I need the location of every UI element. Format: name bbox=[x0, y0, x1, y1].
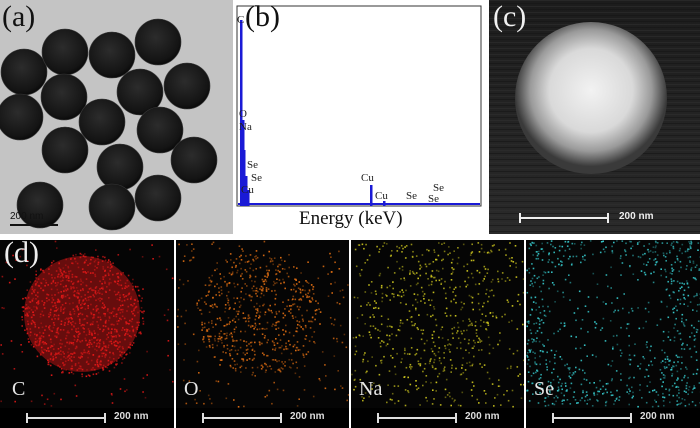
scale-tick bbox=[26, 413, 28, 423]
peak-label-se: Se bbox=[428, 193, 439, 205]
spectrum-peak bbox=[247, 190, 250, 206]
scale-label: 200 nm bbox=[290, 411, 325, 422]
tem-sphere bbox=[170, 136, 218, 184]
spectrum-peak bbox=[370, 185, 373, 206]
scale-tick-c-right bbox=[607, 213, 609, 223]
eds-map-na: Na 200 nm bbox=[351, 240, 524, 428]
panel-label-a: (a) bbox=[2, 0, 36, 33]
scale-tick bbox=[455, 413, 457, 423]
tem-sphere bbox=[40, 73, 88, 121]
eds-map-c: C 200 nm bbox=[0, 240, 174, 428]
scale-bar-a bbox=[10, 224, 58, 226]
spectrum-peak bbox=[245, 176, 248, 206]
tem-sphere bbox=[96, 143, 144, 191]
tem-sphere bbox=[136, 106, 184, 154]
tem-sphere bbox=[116, 68, 164, 116]
peak-label-na: Na bbox=[239, 121, 252, 133]
tem-sphere bbox=[78, 98, 126, 146]
scale-bar bbox=[26, 417, 106, 419]
tem-sphere bbox=[134, 174, 182, 222]
spectrum-peak bbox=[243, 150, 246, 206]
peak-label-se: Se bbox=[251, 172, 262, 184]
spectrum-baseline bbox=[238, 203, 480, 205]
map-pixels bbox=[0, 240, 174, 428]
scale-tick bbox=[202, 413, 204, 423]
scale-label: 200 nm bbox=[114, 411, 149, 422]
panel-b-eds-spectrum: (b) Energy (keV) C O Na Se Se Cu Cu Cu Se Se Se bbox=[233, 0, 487, 234]
tem-sphere bbox=[0, 48, 48, 96]
tem-sphere bbox=[88, 183, 136, 231]
panel-label-b: (b) bbox=[245, 0, 280, 33]
spectrum-peak bbox=[240, 80, 243, 206]
map-element-label: O bbox=[184, 378, 199, 400]
scale-tick bbox=[552, 413, 554, 423]
scale-label-c: 200 nm bbox=[619, 211, 654, 222]
peak-label-c: C bbox=[237, 14, 245, 26]
scale-label-a: 200 nm bbox=[10, 211, 44, 222]
panel-label-d: (d) bbox=[4, 236, 39, 269]
map-element-label: Se bbox=[534, 378, 554, 400]
scale-bar bbox=[377, 417, 457, 419]
scale-tick bbox=[104, 413, 106, 423]
map-pixels bbox=[351, 240, 524, 428]
scale-tick bbox=[630, 413, 632, 423]
eds-plot bbox=[236, 5, 482, 207]
peak-label-cu: Cu bbox=[241, 184, 254, 196]
panel-label-c: (c) bbox=[493, 0, 527, 33]
scale-label: 200 nm bbox=[465, 411, 500, 422]
peak-label-se: Se bbox=[406, 190, 417, 202]
panel-a-tem-image: (a) 200 nm bbox=[0, 0, 233, 234]
eds-map-se: Se 200 nm bbox=[526, 240, 700, 428]
tem-sphere bbox=[88, 31, 136, 79]
tem-spheres bbox=[0, 0, 233, 234]
x-axis-label: Energy (keV) bbox=[299, 208, 403, 229]
tem-sphere bbox=[41, 28, 89, 76]
peak-label-cu: Cu bbox=[361, 172, 374, 184]
panel-c-stem-image: (c) 200 nm bbox=[489, 0, 700, 234]
tem-sphere bbox=[16, 181, 64, 229]
scale-tick-c-left bbox=[519, 213, 521, 223]
map-element-label: C bbox=[12, 378, 26, 400]
map-element-label: Na bbox=[359, 378, 383, 400]
tem-sphere bbox=[134, 18, 182, 66]
map-pixels bbox=[176, 240, 349, 428]
tem-sphere bbox=[0, 93, 44, 141]
scale-tick bbox=[280, 413, 282, 423]
tem-sphere bbox=[163, 62, 211, 110]
scale-tick bbox=[377, 413, 379, 423]
peak-label-o: O bbox=[239, 108, 247, 120]
peak-label-se: Se bbox=[247, 159, 258, 171]
stem-sphere bbox=[489, 0, 700, 234]
scale-bar bbox=[552, 417, 632, 419]
tem-sphere bbox=[41, 126, 89, 174]
scale-label: 200 nm bbox=[640, 411, 675, 422]
scale-bar-c bbox=[519, 217, 609, 219]
eds-map-o: O 200 nm bbox=[176, 240, 349, 428]
scale-bar bbox=[202, 417, 282, 419]
peak-label-cu: Cu bbox=[375, 190, 388, 202]
peak-label-se: Se bbox=[433, 182, 444, 194]
